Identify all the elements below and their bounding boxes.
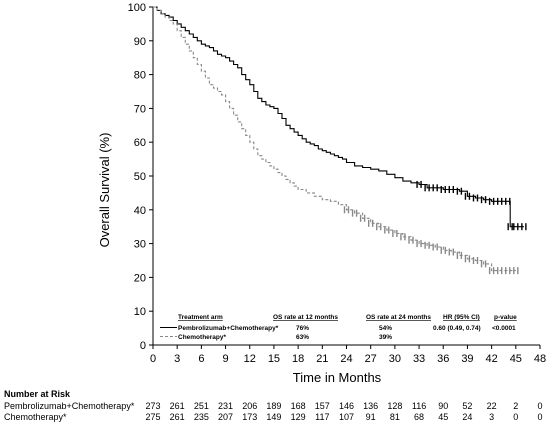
risk-count: 3: [489, 412, 494, 422]
risk-count: 157: [315, 401, 330, 411]
risk-count: 275: [145, 412, 160, 422]
risk-count: 116: [412, 401, 426, 411]
legend-header: OS rate at 12 months: [273, 314, 338, 321]
risk-count: 24: [462, 412, 472, 422]
risk-count: 68: [414, 412, 424, 422]
risk-count: 261: [170, 401, 185, 411]
legend-os24: 54%: [379, 325, 392, 332]
risk-row-label: Chemotherapy*: [4, 412, 67, 422]
risk-count: 173: [242, 412, 257, 422]
risk-count: 231: [218, 401, 233, 411]
risk-count: 251: [194, 401, 209, 411]
risk-count: 0: [537, 412, 542, 422]
y-tick-label: 30: [134, 239, 146, 251]
legend-header: Treatment arm: [178, 314, 223, 321]
legend-os12: 76%: [296, 325, 309, 332]
legend-header: p-value: [494, 314, 517, 321]
x-tick-label: 27: [365, 353, 377, 365]
y-tick-label: 80: [134, 70, 146, 82]
risk-count: 2: [513, 401, 518, 411]
legend-table: Treatment arm OS rate at 12 months OS rate…: [160, 314, 517, 341]
risk-count: 117: [315, 412, 329, 422]
x-tick-label: 21: [316, 353, 328, 365]
y-tick-label: 90: [134, 36, 146, 48]
y-axis-label: Overall Survival (%): [97, 133, 112, 248]
risk-count: 0: [537, 401, 542, 411]
risk-table-title: Number at Risk: [4, 389, 71, 399]
x-tick-label: 6: [198, 353, 204, 365]
survival-curve-pembrolizumab-chemo: [153, 6, 524, 228]
x-tick-label: 36: [437, 353, 449, 365]
risk-count: 146: [339, 401, 354, 411]
risk-count: 90: [438, 401, 448, 411]
y-tick-label: 70: [134, 103, 146, 115]
y-tick-label: 20: [134, 272, 146, 284]
risk-count: 149: [266, 412, 281, 422]
risk-count: 91: [366, 412, 376, 422]
y-tick-label: 10: [134, 306, 146, 318]
x-tick-label: 0: [150, 353, 156, 365]
risk-count: 128: [387, 401, 402, 411]
legend-header: HR (95% CI): [443, 314, 480, 321]
x-tick-label: 18: [292, 353, 304, 365]
legend-os12: 63%: [296, 334, 309, 341]
risk-count: 235: [194, 412, 209, 422]
survival-curve-chemotherapy: [153, 6, 516, 272]
risk-count: 129: [291, 412, 306, 422]
survival-curves: [153, 6, 527, 275]
risk-row-label: Pembrolizumab+Chemotherapy*: [4, 401, 135, 411]
risk-count: 261: [170, 412, 185, 422]
legend-arm: Pembrolizumab+Chemotherapy*: [178, 325, 279, 332]
risk-count: 52: [462, 401, 472, 411]
y-tick-label: 0: [140, 340, 146, 352]
risk-count: 45: [438, 412, 448, 422]
risk-count: 206: [242, 401, 257, 411]
legend-arm: Chemotherapy*: [178, 334, 227, 341]
risk-count: 207: [218, 412, 233, 422]
legend-header: OS rate at 24 months: [366, 314, 431, 321]
risk-count: 136: [363, 401, 378, 411]
y-tick-label: 40: [134, 205, 146, 217]
x-tick-label: 3: [174, 353, 180, 365]
x-tick-label: 39: [461, 353, 473, 365]
y-tick-label: 100: [128, 2, 146, 14]
risk-count: 81: [390, 412, 400, 422]
x-tick-label: 42: [486, 353, 498, 365]
number-at-risk-table: Number at Risk Pembrolizumab+Chemotherapy…: [4, 389, 543, 422]
risk-count: 168: [291, 401, 306, 411]
y-tick-label: 60: [134, 137, 146, 149]
x-tick-label: 24: [340, 353, 352, 365]
x-tick-label: 48: [534, 353, 546, 365]
legend-os24: 39%: [379, 334, 392, 341]
legend-hr: 0.60 (0.49, 0.74): [433, 325, 481, 332]
risk-count: 107: [339, 412, 354, 422]
x-axis-label: Time in Months: [293, 370, 382, 385]
risk-count: 0: [513, 412, 518, 422]
x-tick-label: 15: [268, 353, 280, 365]
x-tick-label: 33: [413, 353, 425, 365]
x-tick-label: 12: [244, 353, 256, 365]
legend-pvalue: <0.0001: [492, 325, 516, 332]
risk-count: 22: [487, 401, 497, 411]
x-tick-label: 9: [223, 353, 229, 365]
x-tick-label: 45: [510, 353, 522, 365]
risk-count: 273: [145, 401, 160, 411]
y-tick-label: 50: [134, 171, 146, 183]
risk-count: 189: [266, 401, 281, 411]
x-tick-label: 30: [389, 353, 401, 365]
